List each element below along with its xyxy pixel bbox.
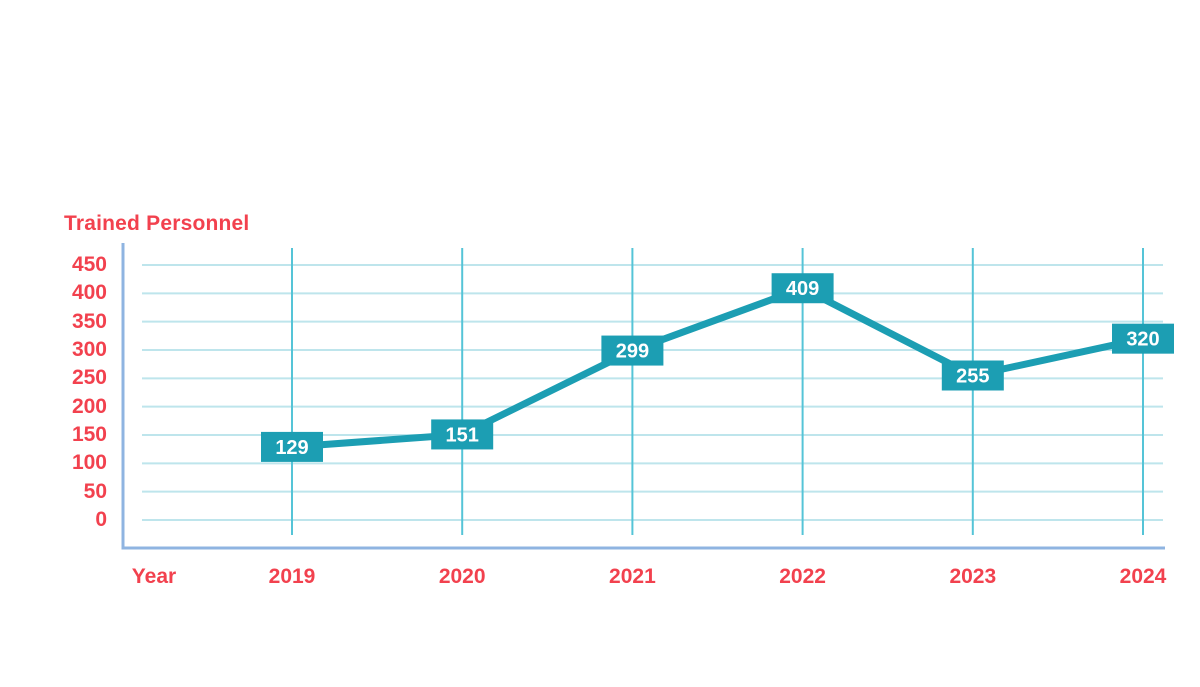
y-tick-label: 100: [71, 451, 107, 475]
y-tick-label: 200: [71, 394, 107, 418]
data-label: 409: [786, 278, 819, 300]
series-line: [291, 284, 1144, 451]
y-tick-label: 50: [83, 479, 107, 503]
data-label: 151: [446, 424, 479, 446]
data-label-box: [431, 419, 494, 450]
y-tick-label: 350: [71, 309, 107, 333]
data-label-box: [261, 431, 323, 462]
y-tick-label: 400: [71, 281, 107, 305]
y-tick-label: 0: [95, 508, 107, 531]
chart-title: Trained Personnel: [64, 212, 250, 235]
data-label: 299: [616, 341, 649, 363]
x-tick-label: 2023: [949, 565, 997, 588]
x-tick-label: 2021: [609, 565, 656, 588]
y-tick-label: 250: [71, 366, 107, 390]
x-tick-label: 2020: [438, 565, 486, 588]
data-label-box: [771, 273, 834, 304]
data-label-box: [1112, 323, 1174, 354]
y-tick-label: 300: [71, 338, 107, 361]
data-label-box: [601, 335, 664, 366]
x-tick-label: 2022: [779, 565, 826, 588]
data-label: 129: [275, 437, 308, 459]
data-label: 320: [1126, 329, 1159, 351]
y-tick-label: 450: [71, 253, 107, 276]
y-tick-label: 150: [71, 423, 107, 446]
x-tick-label: 2019: [268, 565, 316, 588]
x-axis-title: Year: [131, 565, 177, 588]
data-label-box: [941, 360, 1004, 391]
data-label: 255: [956, 366, 989, 388]
x-tick-label: 2024: [1119, 565, 1167, 588]
